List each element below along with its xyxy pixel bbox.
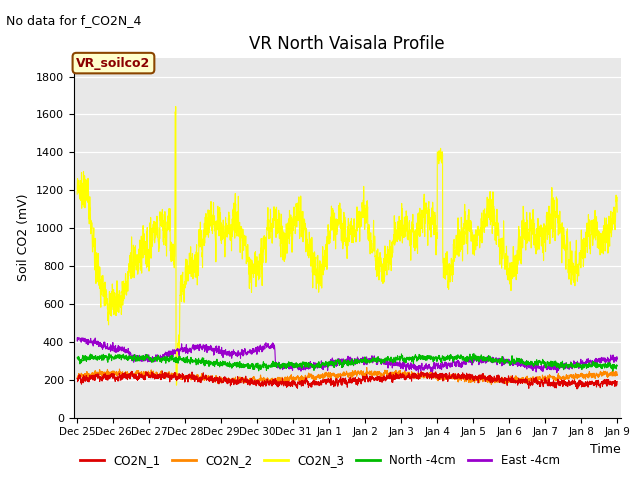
Text: No data for f_CO2N_4: No data for f_CO2N_4 [6,14,142,27]
Text: VR_soilco2: VR_soilco2 [76,57,150,70]
Legend: CO2N_1, CO2N_2, CO2N_3, North -4cm, East -4cm: CO2N_1, CO2N_2, CO2N_3, North -4cm, East… [76,449,564,472]
Y-axis label: Soil CO2 (mV): Soil CO2 (mV) [17,194,30,281]
X-axis label: Time: Time [590,443,621,456]
Title: VR North Vaisala Profile: VR North Vaisala Profile [250,35,445,53]
